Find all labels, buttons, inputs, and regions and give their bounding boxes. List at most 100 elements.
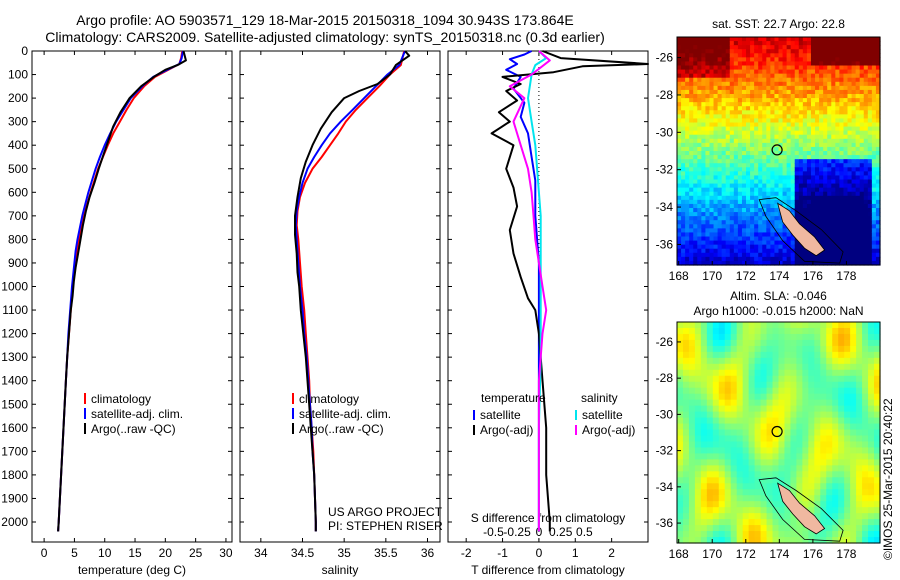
heatmap-cell xyxy=(717,45,723,50)
heatmap-cell xyxy=(835,130,840,136)
heatmap-cell xyxy=(741,248,747,254)
heatmap-cell xyxy=(712,393,720,401)
heatmap-cell xyxy=(713,106,719,111)
heatmap-cell xyxy=(798,114,804,120)
heatmap-cell xyxy=(856,339,863,347)
heatmap-cell xyxy=(772,399,780,407)
heatmap-cell xyxy=(748,525,756,532)
heatmap-cell xyxy=(847,142,853,148)
heatmap-cell xyxy=(778,399,786,407)
heatmap-cell xyxy=(802,256,808,262)
heatmap-cell xyxy=(819,142,824,148)
heatmap-cell xyxy=(701,122,707,128)
heatmap-cell xyxy=(778,423,786,431)
heatmap-cell xyxy=(705,244,711,250)
heatmap-cell xyxy=(851,220,857,225)
heatmap-cell xyxy=(802,375,809,383)
map-y-tick-label: -26 xyxy=(656,335,674,349)
heatmap-cell xyxy=(742,519,750,526)
heatmap-cell xyxy=(831,240,836,246)
heatmap-cell xyxy=(790,73,796,79)
heatmap-cell xyxy=(839,146,845,152)
heatmap-cell xyxy=(794,114,800,120)
heatmap-cell xyxy=(729,142,735,148)
heatmap-cell xyxy=(713,89,719,95)
heatmap-cell xyxy=(701,61,707,67)
heatmap-cell xyxy=(762,191,767,197)
heatmap-cell xyxy=(814,453,821,460)
heatmap-cell xyxy=(741,142,747,148)
heatmap-cell xyxy=(724,327,732,335)
heatmap-cell xyxy=(709,236,715,242)
heatmap-cell xyxy=(700,537,708,544)
heatmap-cell xyxy=(705,203,711,209)
heatmap-cell xyxy=(677,146,682,152)
heatmap-cell xyxy=(827,122,832,128)
heatmap-cell xyxy=(874,459,881,466)
heatmap-cell xyxy=(835,212,840,217)
heatmap-cell xyxy=(772,441,780,449)
heatmap-cell xyxy=(721,61,727,67)
heatmap-cell xyxy=(827,191,832,197)
heatmap-cell xyxy=(754,537,762,544)
heatmap-cell xyxy=(772,322,780,329)
heatmap-cell xyxy=(725,252,731,258)
heatmap-cell xyxy=(736,465,744,472)
heatmap-cell xyxy=(850,447,857,454)
heatmap-cell xyxy=(819,232,824,238)
heatmap-cell xyxy=(835,122,840,128)
heatmap-cell xyxy=(778,375,786,383)
heatmap-cell xyxy=(843,89,849,95)
heatmap-cell xyxy=(778,519,786,526)
y-tick-label: 100 xyxy=(8,68,28,82)
heatmap-cell xyxy=(725,240,731,246)
heatmap-cell xyxy=(819,106,824,111)
heatmap-cell xyxy=(826,369,833,377)
heatmap-cell xyxy=(733,61,739,67)
heatmap-cell xyxy=(808,465,815,472)
heatmap-cell xyxy=(874,465,881,472)
heatmap-cell xyxy=(802,477,809,484)
heatmap-cell xyxy=(832,417,839,425)
heatmap-cell xyxy=(874,525,881,532)
legend-entry: satellite-adj. clim. xyxy=(91,407,183,421)
heatmap-cell xyxy=(709,73,715,79)
heatmap-cell xyxy=(863,167,869,172)
heatmap-cell xyxy=(721,175,727,181)
heatmap-cell xyxy=(790,191,796,197)
heatmap-cell xyxy=(705,73,711,79)
heatmap-cell xyxy=(831,248,836,254)
heatmap-cell xyxy=(736,327,744,335)
heatmap-cell xyxy=(709,179,715,185)
heatmap-cell xyxy=(814,477,821,484)
heatmap-cell xyxy=(712,453,720,460)
heatmap-cell xyxy=(705,159,711,164)
heatmap-cell xyxy=(843,232,849,238)
heatmap-cell xyxy=(847,244,853,250)
heatmap-cell xyxy=(754,106,759,111)
heatmap-cell xyxy=(843,138,849,144)
heatmap-cell xyxy=(774,45,780,50)
heatmap-cell xyxy=(790,513,798,520)
heatmap-cell xyxy=(782,73,788,79)
heatmap-cell xyxy=(706,363,714,371)
heatmap-cell xyxy=(786,106,792,111)
heatmap-cell xyxy=(700,339,708,347)
heatmap-cell xyxy=(851,224,857,229)
heatmap-cell xyxy=(713,183,719,189)
heatmap-cell xyxy=(784,447,792,454)
heatmap-cell xyxy=(819,252,824,258)
heatmap-cell xyxy=(855,187,861,193)
heatmap-cell xyxy=(838,393,845,401)
heatmap-cell xyxy=(681,195,686,201)
heatmap-cell xyxy=(835,118,840,124)
heatmap-cell xyxy=(794,175,800,181)
heatmap-cell xyxy=(839,73,845,79)
heatmap-cell xyxy=(862,327,869,335)
heatmap-cell xyxy=(868,327,875,335)
heatmap-cell xyxy=(808,393,815,401)
heatmap-cell xyxy=(766,429,774,437)
heatmap-cell xyxy=(748,531,756,538)
heatmap-cell xyxy=(778,411,786,419)
